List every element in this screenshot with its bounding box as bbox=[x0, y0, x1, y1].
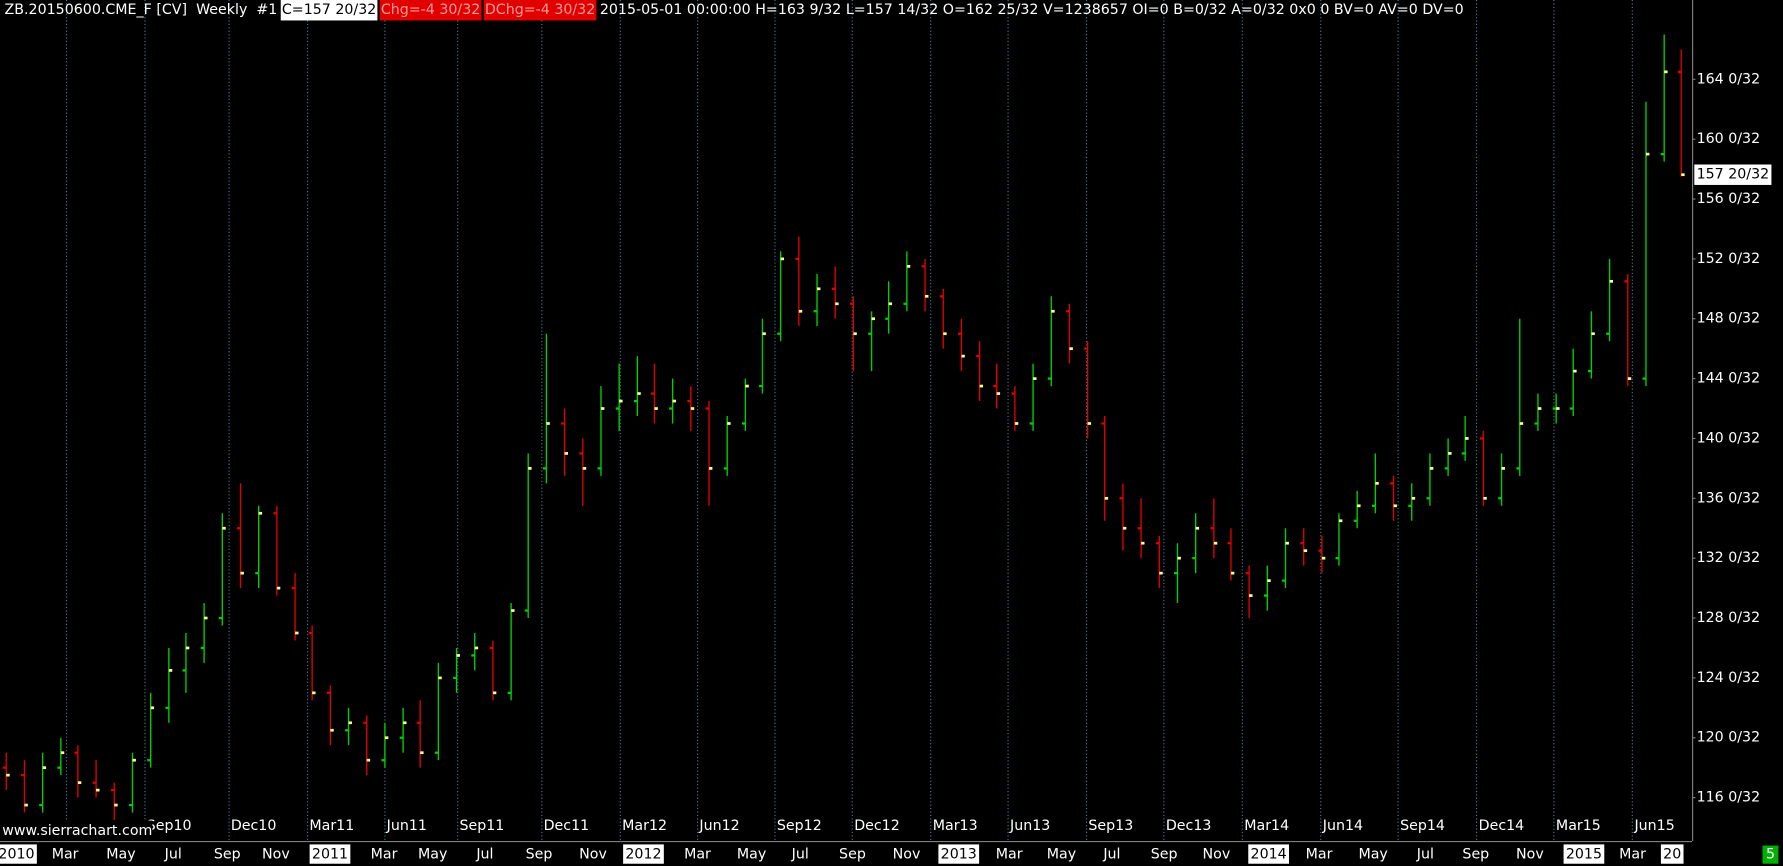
x-tick-label: May bbox=[737, 847, 766, 863]
x-tick-label-top: Mar14 bbox=[1244, 818, 1289, 834]
x-tick-label-top: Dec12 bbox=[854, 818, 900, 834]
x-tick-label-top: Sep10 bbox=[147, 818, 192, 834]
x-tick-label: 20 bbox=[1663, 847, 1681, 863]
header-dchange-bg bbox=[483, 0, 597, 21]
header-close-bg bbox=[280, 0, 378, 21]
x-tick-label: May bbox=[418, 847, 447, 863]
bars bbox=[2, 34, 1685, 821]
header-change: Chg=-4 30/32 bbox=[381, 2, 480, 18]
y-tick-label: 120 0/32 bbox=[1697, 730, 1761, 746]
y-tick-label: 124 0/32 bbox=[1697, 670, 1761, 686]
y-tick-label: 160 0/32 bbox=[1697, 131, 1761, 147]
x-tick-label: Jul bbox=[475, 847, 493, 863]
header-dchange: DChg=-4 30/32 bbox=[485, 2, 595, 18]
x-tick-label-top: Dec11 bbox=[544, 818, 590, 834]
x-tick-label: Mar bbox=[996, 847, 1023, 863]
x-tick-label: Sep bbox=[839, 847, 866, 863]
y-tick-label: 144 0/32 bbox=[1697, 371, 1761, 387]
x-tick-label-top: Sep13 bbox=[1088, 818, 1133, 834]
y-tick-label: 116 0/32 bbox=[1697, 790, 1761, 806]
header-symbol: ZB.20150600.CME_F [CV] Weekly #1 bbox=[5, 2, 278, 18]
x-tick-label-top: Jun15 bbox=[1633, 818, 1674, 834]
x-tick-label-top: Jun13 bbox=[1009, 818, 1050, 834]
header-details: 2015-05-01 00:00:00 H=163 9/32 L=157 14/… bbox=[600, 2, 1464, 18]
x-tick-label: Jul bbox=[1416, 847, 1434, 863]
y-tick-label: 136 0/32 bbox=[1697, 490, 1761, 506]
x-tick-label-top: Sep14 bbox=[1400, 818, 1445, 834]
x-tick-label-top: Jun12 bbox=[698, 818, 739, 834]
x-tick-label-top: Dec14 bbox=[1479, 818, 1525, 834]
x-tick-label: May bbox=[106, 847, 135, 863]
x-tick-label: Nov bbox=[893, 847, 921, 863]
watermark-group: www.sierrachart.com bbox=[0, 820, 153, 840]
x-tick-label: Sep bbox=[526, 847, 553, 863]
x-tick-label-top: Sep11 bbox=[459, 818, 504, 834]
header-change-bg bbox=[379, 0, 482, 21]
x-tick-highlight bbox=[309, 844, 351, 864]
x-tick-label: Mar bbox=[1619, 847, 1646, 863]
y-tick-label: 156 0/32 bbox=[1697, 191, 1761, 207]
last-price-box bbox=[1694, 164, 1772, 185]
last-price-label: 157 20/32 bbox=[1697, 167, 1770, 183]
y-tick-label: 140 0/32 bbox=[1697, 430, 1761, 446]
x-tick-label-top: Mar12 bbox=[622, 818, 667, 834]
x-tick-label: 2014 bbox=[1251, 847, 1287, 863]
x-tick-label: Nov bbox=[1516, 847, 1544, 863]
x-tick-highlight bbox=[1660, 844, 1684, 864]
x-tick-label: 2010 bbox=[0, 847, 35, 863]
y-tick-label: 132 0/32 bbox=[1697, 550, 1761, 566]
y-tick-label: 128 0/32 bbox=[1697, 610, 1761, 626]
x-tick-label: Mar bbox=[684, 847, 711, 863]
x-tick-highlight bbox=[0, 844, 37, 864]
x-tick-label: Nov bbox=[1203, 847, 1231, 863]
x-tick-label: Jul bbox=[791, 847, 809, 863]
x-tick-label: Jul bbox=[1102, 847, 1120, 863]
grid bbox=[65, 0, 1633, 841]
x-tick-label-top: Mar11 bbox=[309, 818, 354, 834]
x-tick-label: Sep bbox=[214, 847, 241, 863]
x-tick-label-top: Mar13 bbox=[933, 818, 978, 834]
x-tick-label: Jul bbox=[164, 847, 182, 863]
x-tick-label: 2013 bbox=[941, 847, 977, 863]
x-tick-label: Nov bbox=[579, 847, 607, 863]
watermark: www.sierrachart.com bbox=[2, 823, 152, 839]
x-tick-highlight bbox=[938, 844, 980, 864]
x-tick-label-top: Mar15 bbox=[1556, 818, 1601, 834]
y-tick-label: 148 0/32 bbox=[1697, 311, 1761, 327]
corner-badge-bg bbox=[1762, 845, 1779, 864]
x-tick-label-top: Jun11 bbox=[386, 818, 427, 834]
header-close: C=157 20/32 bbox=[282, 2, 376, 18]
x-tick-label: May bbox=[1047, 847, 1076, 863]
x-tick-highlight bbox=[623, 844, 664, 864]
x-tick-label-top: Sep12 bbox=[777, 818, 822, 834]
x-tick-label: Nov bbox=[262, 847, 290, 863]
x-tick-label: Mar bbox=[1306, 847, 1333, 863]
x-tick-highlight bbox=[1248, 844, 1290, 864]
x-tick-label: 2015 bbox=[1566, 847, 1602, 863]
x-tick-label: Sep bbox=[1462, 847, 1489, 863]
x-tick-label: Sep bbox=[1151, 847, 1178, 863]
x-tick-label: 2011 bbox=[312, 847, 348, 863]
x-tick-label: Mar bbox=[52, 847, 79, 863]
x-tick-label-top: Dec10 bbox=[231, 818, 277, 834]
corner-badge: 5 bbox=[1766, 847, 1775, 863]
x-tick-label: Mar bbox=[371, 847, 398, 863]
x-tick-label: 2012 bbox=[625, 847, 661, 863]
y-tick-label: 152 0/32 bbox=[1697, 251, 1761, 267]
x-tick-label-top: Dec13 bbox=[1166, 818, 1212, 834]
watermark-bg bbox=[0, 820, 153, 840]
x-tick-label: May bbox=[1358, 847, 1387, 863]
y-tick-label: 164 0/32 bbox=[1697, 71, 1761, 87]
header: ZB.20150600.CME_F [CV] Weekly #1 C=157 20… bbox=[5, 0, 1464, 21]
x-tick-label-top: Jun14 bbox=[1322, 818, 1363, 834]
x-tick-highlight bbox=[1563, 844, 1605, 864]
